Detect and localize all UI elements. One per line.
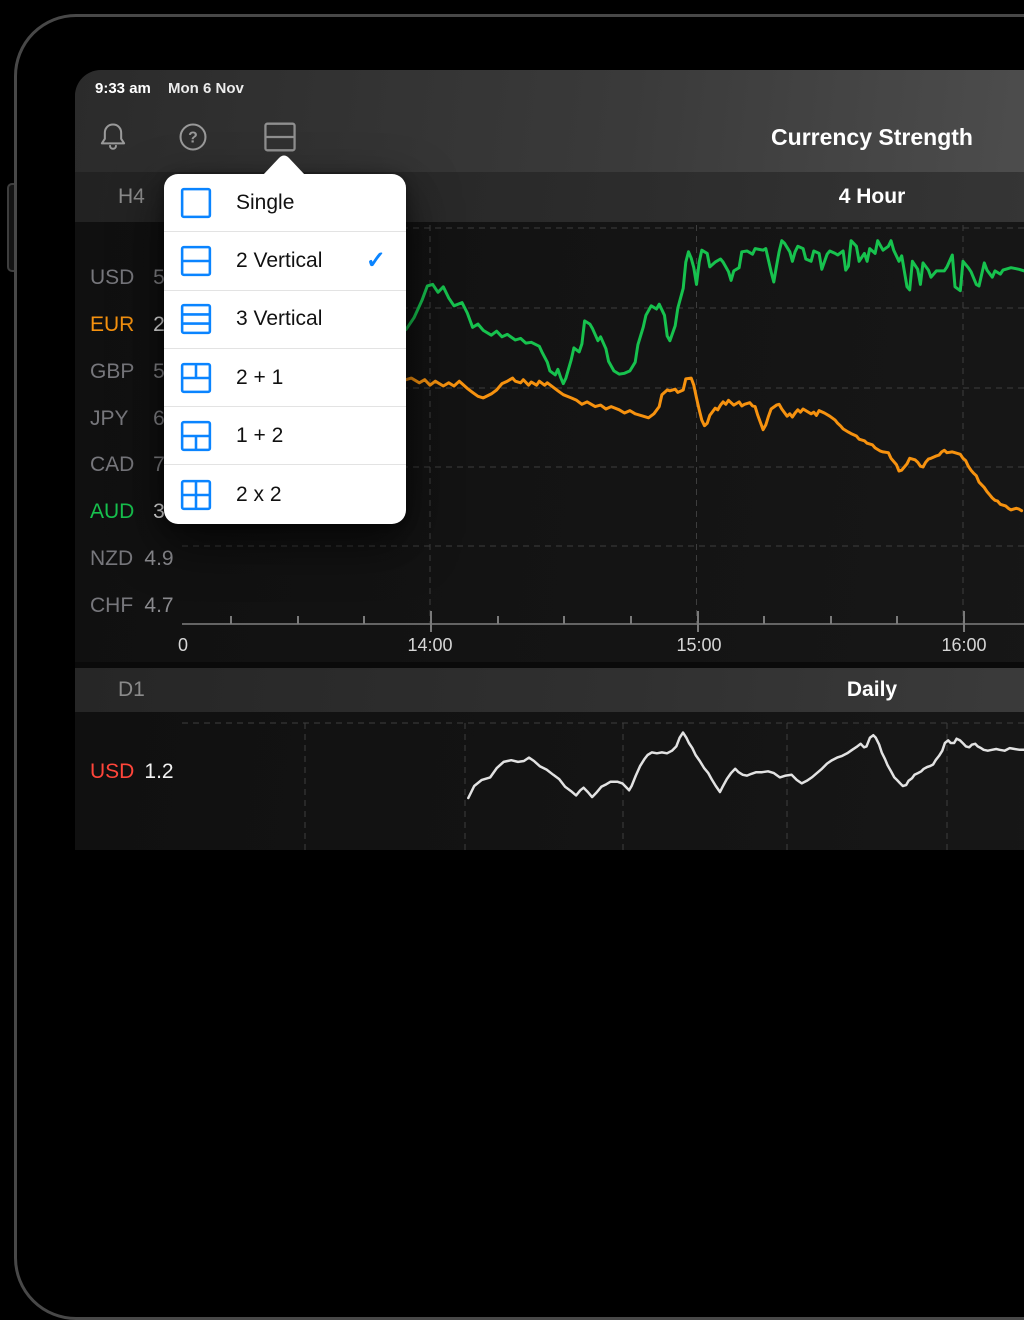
panel-divider [75, 662, 1024, 668]
currency-code: CAD [90, 453, 135, 476]
notifications-button[interactable] [93, 117, 133, 157]
currency-row-jpy[interactable]: JPY 6 [75, 406, 182, 432]
currency-code: AUD [90, 500, 135, 523]
layout-2plus1-icon [180, 362, 212, 393]
layout-2v-icon [180, 245, 212, 277]
currency-code: JPY [90, 407, 129, 430]
app-screen: 9:33 am Mon 6 Nov ? Currency Strength H4… [75, 70, 1024, 850]
series-line-aud [404, 239, 1024, 386]
plot-area-daily[interactable] [182, 712, 1024, 850]
currency-value: 5 [153, 266, 165, 289]
x-axis-label: 14:00 [407, 635, 453, 655]
status-time: 9:33 am [95, 80, 151, 97]
layout-menu: Single 2 Vertical ✓ 3 Vertical 2 + 1 1 + 2 2 x… [164, 174, 406, 524]
popover-arrow [263, 155, 305, 175]
page-title: Currency Strength [771, 124, 973, 150]
x-axis-label: 16:00 [941, 635, 987, 655]
currency-value: 7 [153, 453, 165, 476]
currency-row-usd[interactable]: USD 1.2 [75, 759, 182, 785]
menu-item-label: 2 + 1 [236, 365, 284, 389]
layout-grid-icon [264, 122, 296, 152]
series-line-usd [467, 731, 1024, 800]
layout-single-icon [180, 187, 212, 218]
help-icon: ? [179, 123, 207, 151]
series-line-eur [404, 376, 1024, 513]
currency-code: USD [90, 266, 135, 289]
panel-title-d1: Daily [846, 678, 898, 701]
layout-3v-icon [180, 304, 212, 335]
plot-area-4hour[interactable] [182, 225, 1024, 625]
x-axis-label: 0 [177, 635, 188, 655]
bell-icon [100, 123, 126, 150]
layout-menu-popover: Single 2 Vertical ✓ 3 Vertical 2 + 1 1 + 2 2 x… [164, 174, 406, 524]
currency-code: GBP [90, 360, 135, 383]
menu-item-label: 2 Vertical [236, 248, 323, 272]
help-button[interactable]: ? [173, 117, 213, 157]
currency-value: 5 [153, 360, 165, 383]
x-axis-label: 15:00 [676, 635, 722, 655]
menu-item-2-1[interactable]: 2 + 1 [164, 349, 406, 408]
currency-row-eur[interactable]: EUR 2 [75, 312, 182, 338]
x-axis-line [182, 623, 1024, 625]
currency-code: NZD [90, 547, 134, 570]
menu-item-label: Single [236, 190, 295, 214]
panel-title-h4: 4 Hour [838, 185, 906, 208]
currency-value: 2 [153, 313, 165, 336]
currency-value: 1.2 [144, 760, 174, 783]
svg-text:?: ? [188, 130, 198, 147]
currency-value: 6 [153, 407, 165, 430]
currency-value: 4.9 [144, 547, 174, 570]
currency-value: 3 [153, 500, 165, 523]
menu-item-label: 2 x 2 [236, 482, 282, 506]
layout-2x2-icon [180, 479, 212, 510]
menu-item-2-vertical[interactable]: 2 Vertical ✓ [164, 232, 406, 291]
chart-daily: USD 1.2 [75, 712, 1024, 850]
panel-id-h4: H4 [118, 185, 145, 208]
status-date: Mon 6 Nov [168, 80, 244, 97]
currency-row-usd[interactable]: USD 5 [75, 265, 182, 291]
checkmark-icon: ✓ [365, 247, 386, 275]
currency-code: CHF [90, 594, 134, 617]
currency-code: USD [90, 760, 135, 783]
currency-value: 4.7 [144, 594, 174, 617]
currency-row-cad[interactable]: CAD 7 [75, 452, 182, 478]
currency-row-nzd[interactable]: NZD 4.9 [75, 546, 182, 572]
menu-item-label: 3 Vertical [236, 307, 323, 331]
currency-code: EUR [90, 313, 135, 336]
menu-item-1-2[interactable]: 1 + 2 [164, 407, 406, 466]
panel-id-d1: D1 [118, 678, 145, 701]
layout-button[interactable] [260, 117, 300, 157]
panel-header-d1: D1 Daily [75, 668, 1024, 712]
currency-row-gbp[interactable]: GBP 5 [75, 359, 182, 385]
currency-row-aud[interactable]: AUD 3 [75, 499, 182, 525]
currency-row-chf[interactable]: CHF 4.7 [75, 593, 182, 619]
menu-item-2-x-2[interactable]: 2 x 2 [164, 465, 406, 523]
top-bar: 9:33 am Mon 6 Nov ? Currency Strength [75, 70, 1024, 172]
layout-1plus2-icon [180, 420, 212, 451]
menu-item-3-vertical[interactable]: 3 Vertical [164, 291, 406, 349]
menu-item-single[interactable]: Single [164, 174, 406, 233]
menu-item-label: 1 + 2 [236, 423, 284, 447]
